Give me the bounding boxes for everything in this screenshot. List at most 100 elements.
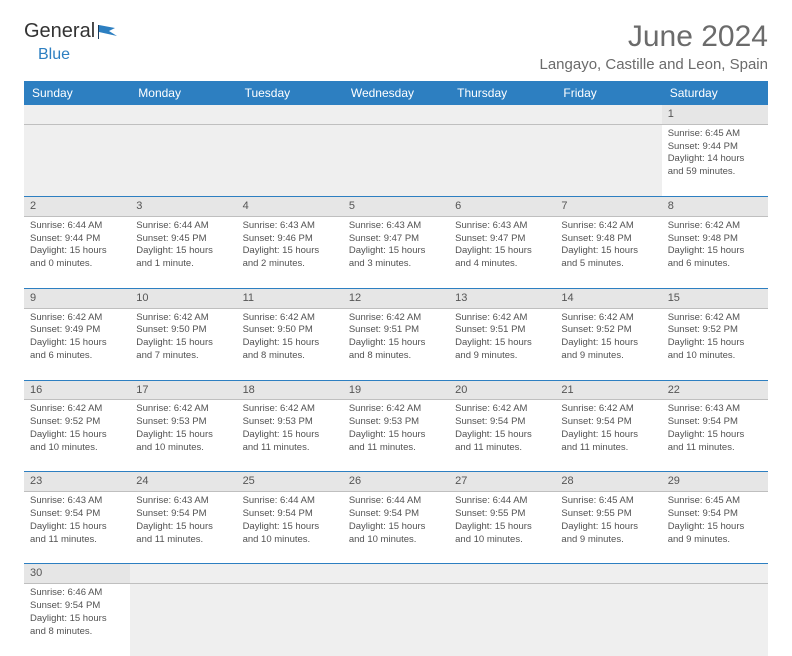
daynum-cell: 4 bbox=[237, 196, 343, 216]
daynum-cell: 28 bbox=[555, 472, 661, 492]
sunrise-text: Sunrise: 6:42 AM bbox=[668, 220, 762, 233]
daylight-text: Daylight: 15 hours and 5 minutes. bbox=[561, 245, 655, 271]
sunrise-text: Sunrise: 6:46 AM bbox=[30, 587, 124, 600]
daynum-cell bbox=[555, 105, 661, 124]
daynum-cell bbox=[343, 564, 449, 584]
week-row: Sunrise: 6:43 AMSunset: 9:54 PMDaylight:… bbox=[24, 492, 768, 564]
daylight-text: Daylight: 15 hours and 10 minutes. bbox=[243, 521, 337, 547]
day-cell: Sunrise: 6:42 AMSunset: 9:53 PMDaylight:… bbox=[237, 400, 343, 472]
day-cell: Sunrise: 6:42 AMSunset: 9:54 PMDaylight:… bbox=[449, 400, 555, 472]
daylight-text: Daylight: 15 hours and 11 minutes. bbox=[561, 429, 655, 455]
calendar-table: Sunday Monday Tuesday Wednesday Thursday… bbox=[24, 81, 768, 656]
daynum-cell bbox=[449, 564, 555, 584]
daylight-text: Daylight: 15 hours and 10 minutes. bbox=[136, 429, 230, 455]
daynum-cell: 20 bbox=[449, 380, 555, 400]
sunset-text: Sunset: 9:53 PM bbox=[349, 416, 443, 429]
daynum-cell: 9 bbox=[24, 288, 130, 308]
daylight-text: Daylight: 15 hours and 6 minutes. bbox=[30, 337, 124, 363]
daylight-text: Daylight: 15 hours and 2 minutes. bbox=[243, 245, 337, 271]
day-cell: Sunrise: 6:43 AMSunset: 9:46 PMDaylight:… bbox=[237, 216, 343, 288]
daynum-cell: 27 bbox=[449, 472, 555, 492]
sunrise-text: Sunrise: 6:42 AM bbox=[30, 312, 124, 325]
day-cell: Sunrise: 6:44 AMSunset: 9:54 PMDaylight:… bbox=[343, 492, 449, 564]
day-cell bbox=[24, 124, 130, 196]
day-cell bbox=[343, 124, 449, 196]
sunset-text: Sunset: 9:53 PM bbox=[243, 416, 337, 429]
daylight-text: Daylight: 14 hours and 59 minutes. bbox=[668, 153, 762, 179]
sunrise-text: Sunrise: 6:42 AM bbox=[561, 403, 655, 416]
daylight-text: Daylight: 15 hours and 8 minutes. bbox=[243, 337, 337, 363]
daylight-text: Daylight: 15 hours and 0 minutes. bbox=[30, 245, 124, 271]
daynum-cell bbox=[343, 105, 449, 124]
sunrise-text: Sunrise: 6:42 AM bbox=[136, 403, 230, 416]
daynum-cell: 21 bbox=[555, 380, 661, 400]
daynum-cell bbox=[130, 105, 236, 124]
day-cell: Sunrise: 6:42 AMSunset: 9:48 PMDaylight:… bbox=[662, 216, 768, 288]
sunrise-text: Sunrise: 6:44 AM bbox=[455, 495, 549, 508]
sunrise-text: Sunrise: 6:42 AM bbox=[668, 312, 762, 325]
daylight-text: Daylight: 15 hours and 7 minutes. bbox=[136, 337, 230, 363]
sunrise-text: Sunrise: 6:43 AM bbox=[349, 220, 443, 233]
sunrise-text: Sunrise: 6:42 AM bbox=[243, 403, 337, 416]
daylight-text: Daylight: 15 hours and 3 minutes. bbox=[349, 245, 443, 271]
day-cell: Sunrise: 6:42 AMSunset: 9:49 PMDaylight:… bbox=[24, 308, 130, 380]
sunrise-text: Sunrise: 6:44 AM bbox=[30, 220, 124, 233]
sunset-text: Sunset: 9:54 PM bbox=[668, 416, 762, 429]
day-cell bbox=[237, 584, 343, 656]
sunset-text: Sunset: 9:54 PM bbox=[668, 508, 762, 521]
sunset-text: Sunset: 9:54 PM bbox=[30, 508, 124, 521]
daylight-text: Daylight: 15 hours and 6 minutes. bbox=[668, 245, 762, 271]
logo-text-1: General bbox=[24, 20, 95, 43]
sunrise-text: Sunrise: 6:44 AM bbox=[243, 495, 337, 508]
daynum-cell: 18 bbox=[237, 380, 343, 400]
daynum-cell: 29 bbox=[662, 472, 768, 492]
sunset-text: Sunset: 9:50 PM bbox=[136, 324, 230, 337]
day-cell bbox=[449, 124, 555, 196]
daynum-cell: 6 bbox=[449, 196, 555, 216]
sunrise-text: Sunrise: 6:45 AM bbox=[668, 128, 762, 141]
day-cell: Sunrise: 6:42 AMSunset: 9:52 PMDaylight:… bbox=[555, 308, 661, 380]
daylight-text: Daylight: 15 hours and 11 minutes. bbox=[349, 429, 443, 455]
daynum-row: 30 bbox=[24, 564, 768, 584]
day-cell: Sunrise: 6:44 AMSunset: 9:44 PMDaylight:… bbox=[24, 216, 130, 288]
sunrise-text: Sunrise: 6:43 AM bbox=[30, 495, 124, 508]
daylight-text: Daylight: 15 hours and 9 minutes. bbox=[668, 521, 762, 547]
daylight-text: Daylight: 15 hours and 11 minutes. bbox=[455, 429, 549, 455]
sunrise-text: Sunrise: 6:43 AM bbox=[668, 403, 762, 416]
sunset-text: Sunset: 9:47 PM bbox=[455, 233, 549, 246]
daylight-text: Daylight: 15 hours and 11 minutes. bbox=[243, 429, 337, 455]
sunset-text: Sunset: 9:44 PM bbox=[30, 233, 124, 246]
sunrise-text: Sunrise: 6:42 AM bbox=[136, 312, 230, 325]
daynum-cell bbox=[555, 564, 661, 584]
daynum-cell bbox=[130, 564, 236, 584]
calendar-body: 1 Sunrise: 6:45 AMSunset: 9:44 PMDayligh… bbox=[24, 105, 768, 656]
sunset-text: Sunset: 9:54 PM bbox=[30, 600, 124, 613]
day-header: Saturday bbox=[662, 81, 768, 105]
sunset-text: Sunset: 9:53 PM bbox=[136, 416, 230, 429]
sunset-text: Sunset: 9:48 PM bbox=[561, 233, 655, 246]
daylight-text: Daylight: 15 hours and 8 minutes. bbox=[349, 337, 443, 363]
daynum-cell: 11 bbox=[237, 288, 343, 308]
sunrise-text: Sunrise: 6:43 AM bbox=[136, 495, 230, 508]
sunset-text: Sunset: 9:51 PM bbox=[349, 324, 443, 337]
sunset-text: Sunset: 9:54 PM bbox=[455, 416, 549, 429]
daynum-cell: 14 bbox=[555, 288, 661, 308]
daylight-text: Daylight: 15 hours and 11 minutes. bbox=[30, 521, 124, 547]
day-header: Thursday bbox=[449, 81, 555, 105]
daylight-text: Daylight: 15 hours and 10 minutes. bbox=[349, 521, 443, 547]
month-title: June 2024 bbox=[539, 20, 768, 54]
daynum-cell: 17 bbox=[130, 380, 236, 400]
daylight-text: Daylight: 15 hours and 9 minutes. bbox=[561, 337, 655, 363]
daylight-text: Daylight: 15 hours and 10 minutes. bbox=[455, 521, 549, 547]
sunrise-text: Sunrise: 6:42 AM bbox=[349, 312, 443, 325]
sunrise-text: Sunrise: 6:45 AM bbox=[561, 495, 655, 508]
day-cell: Sunrise: 6:42 AMSunset: 9:52 PMDaylight:… bbox=[24, 400, 130, 472]
sunrise-text: Sunrise: 6:42 AM bbox=[349, 403, 443, 416]
daynum-cell: 25 bbox=[237, 472, 343, 492]
flag-icon bbox=[97, 23, 119, 41]
sunset-text: Sunset: 9:54 PM bbox=[243, 508, 337, 521]
sunrise-text: Sunrise: 6:42 AM bbox=[561, 220, 655, 233]
day-cell: Sunrise: 6:42 AMSunset: 9:50 PMDaylight:… bbox=[130, 308, 236, 380]
week-row: Sunrise: 6:45 AMSunset: 9:44 PMDaylight:… bbox=[24, 124, 768, 196]
sunset-text: Sunset: 9:50 PM bbox=[243, 324, 337, 337]
